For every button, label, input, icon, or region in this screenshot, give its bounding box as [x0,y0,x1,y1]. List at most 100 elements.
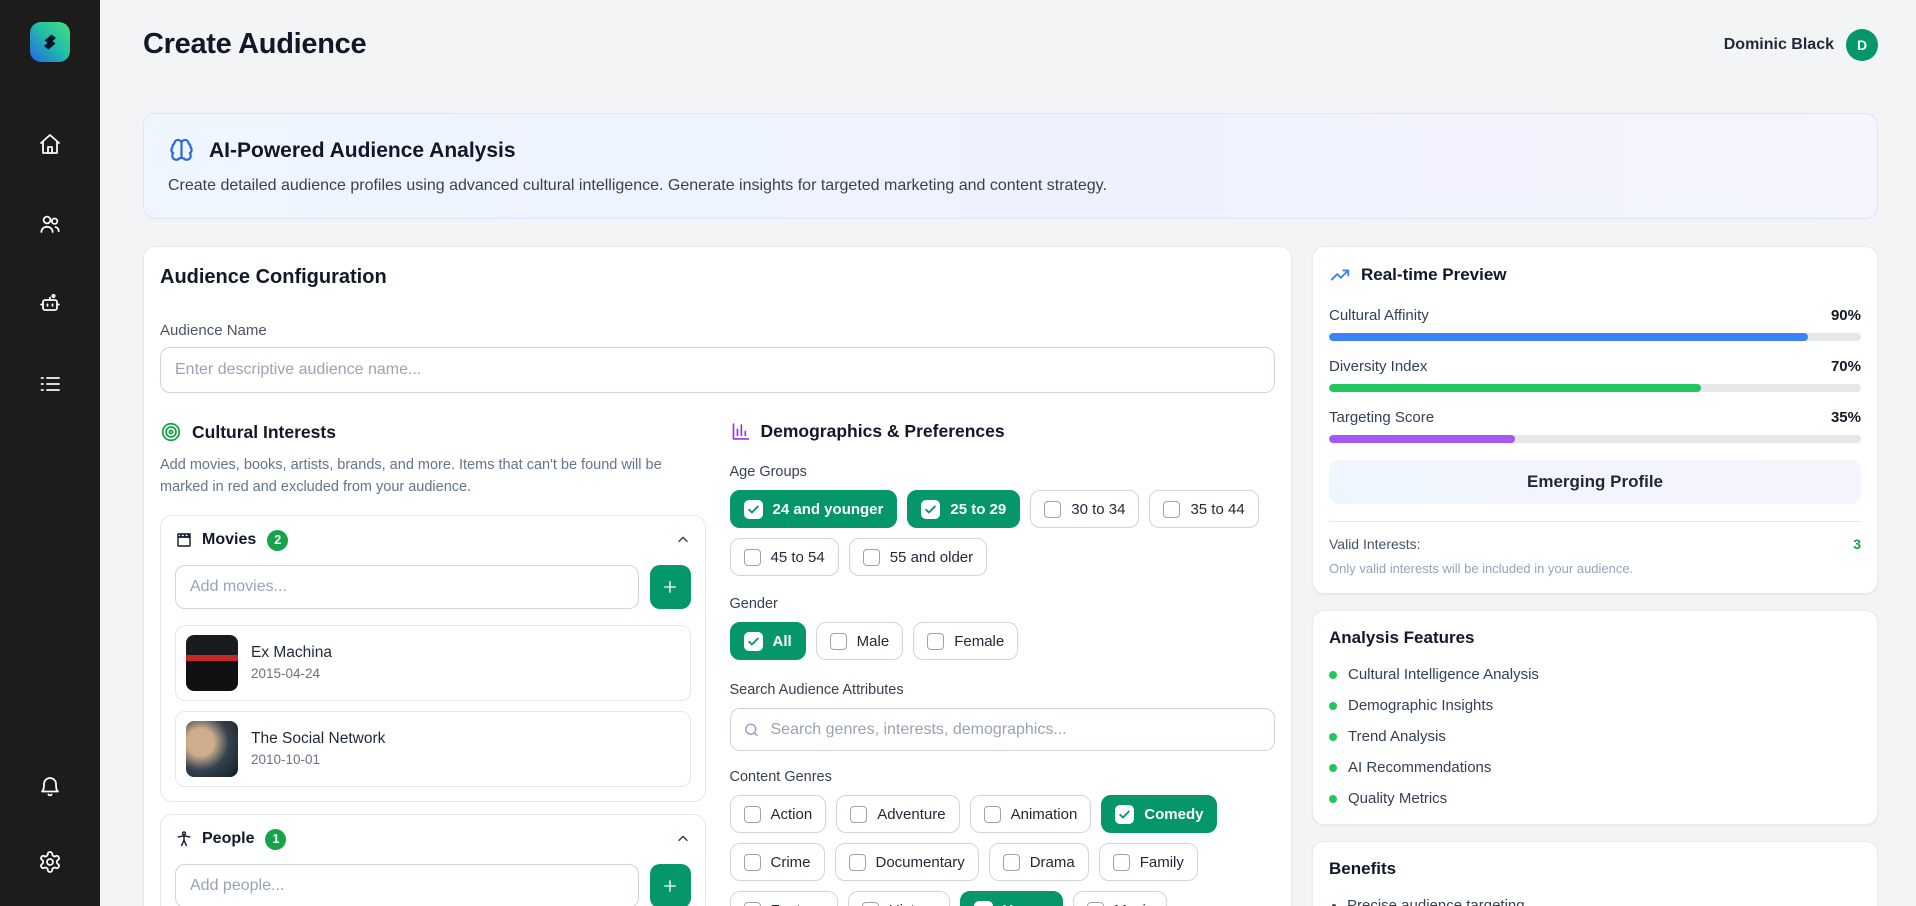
demographics-column: Demographics & Preferences Age Groups 24… [729,421,1276,906]
genre-option-family[interactable]: Family [1098,843,1198,881]
genre-option-comedy[interactable]: Comedy [1101,795,1218,833]
bullet-dot-icon [1329,670,1337,679]
option-label: 25 to 29 [950,500,1007,518]
option-label: History [889,902,936,906]
plus-icon [664,879,676,892]
bullet-dot-icon [1329,794,1337,803]
checkbox-unchecked-icon [927,632,945,650]
home-icon[interactable] [38,132,62,156]
add-person-button[interactable] [649,863,691,906]
list-icon[interactable] [38,372,62,396]
features-list: Cultural Intelligence Analysis Demograph… [1329,666,1861,807]
checkbox-unchecked-icon [1163,500,1181,518]
genre-option-fantasy[interactable]: Fantasy [729,891,838,906]
progress-track [1329,435,1861,443]
checkbox-unchecked-icon [743,901,761,906]
checkbox-unchecked-icon [861,901,879,906]
option-label: Action [770,805,813,823]
banner-description: Create detailed audience profiles using … [168,177,1107,194]
checkbox-checked-icon [973,900,993,906]
add-movie-button[interactable] [649,564,691,609]
app-logo[interactable] [30,22,70,62]
age-option-30-to-34[interactable]: 30 to 34 [1030,490,1140,528]
chevron-up-icon[interactable] [675,532,691,548]
age-option-25-to-29[interactable]: 25 to 29 [907,490,1021,528]
add-movies-input[interactable] [175,564,639,609]
feature-label: Quality Metrics [1348,790,1448,807]
age-option-35-to-44[interactable]: 35 to 44 [1149,490,1259,528]
realtime-preview-card: Real-time Preview Cultural Affinity 90% … [1312,246,1878,594]
genre-option-crime[interactable]: Crime [729,843,825,881]
genre-option-adventure[interactable]: Adventure [836,795,960,833]
gender-option-male[interactable]: Male [815,622,904,660]
benefits-card: Benefits Precise audience targeting Cult… [1312,841,1878,906]
option-label: 45 to 54 [770,548,825,566]
benefits-title: Benefits [1329,859,1397,878]
genre-option-action[interactable]: Action [729,795,827,833]
movies-list: Ex Machina 2015-04-24 The Social Network… [175,624,691,787]
age-option-55-and-older[interactable]: 55 and older [848,538,988,576]
checkbox-unchecked-icon [829,632,847,650]
trending-up-icon [1329,264,1351,286]
gender-option-female[interactable]: Female [913,622,1019,660]
metric-targeting-score: Targeting Score 35% [1329,409,1861,443]
age-groups-row-2: 45 to 54 55 and older [729,538,1276,576]
search-field [729,708,1275,751]
cultural-interests-column: Cultural Interests Add movies, books, ar… [160,421,706,906]
audience-name-label: Audience Name [160,322,267,339]
people-group-header[interactable]: People 1 [175,828,691,850]
checkbox-unchecked-icon [743,548,761,566]
gender-option-all[interactable]: All [729,622,806,660]
add-people-input[interactable] [175,863,639,906]
user-menu[interactable]: Dominic Black D [1724,28,1878,61]
checkbox-unchecked-icon [983,805,1001,823]
valid-interests-label: Valid Interests: [1329,536,1421,552]
progress-fill [1329,333,1808,341]
option-label: Female [954,632,1005,650]
metric-cultural-affinity: Cultural Affinity 90% [1329,307,1861,341]
movies-group-header[interactable]: Movies 2 [175,529,691,551]
option-label: Documentary [875,853,965,871]
genre-option-drama[interactable]: Drama [988,843,1089,881]
genre-option-documentary[interactable]: Documentary [834,843,979,881]
progress-track [1329,333,1861,341]
search-icon [743,721,760,738]
age-option-45-to-54[interactable]: 45 to 54 [729,538,839,576]
bot-icon[interactable] [38,292,62,316]
progress-fill [1329,435,1516,443]
config-title: Audience Configuration [160,266,387,288]
users-icon[interactable] [38,212,62,236]
bullet-dot-icon [1329,701,1337,710]
checkbox-unchecked-icon [743,805,761,823]
option-label: Horror [1003,902,1050,906]
audience-name-input[interactable] [160,347,1275,393]
cultural-interests-title: Cultural Interests [192,421,336,442]
checkbox-unchecked-icon [1002,853,1020,871]
checkbox-checked-icon [743,499,763,519]
age-option-24-and-younger[interactable]: 24 and younger [729,490,898,528]
genre-option-history[interactable]: History [847,891,950,906]
main-area: Create Audience Dominic Black D AI-Power… [100,0,1916,906]
avatar[interactable]: D [1846,28,1878,61]
option-label: 35 to 44 [1190,500,1245,518]
genre-option-animation[interactable]: Animation [969,795,1092,833]
page-header: Create Audience Dominic Black D [143,28,1878,61]
genres-row-2: Crime Documentary Drama Family [729,843,1276,881]
bell-icon[interactable] [38,774,62,798]
chevron-up-icon[interactable] [675,831,691,847]
checkbox-checked-icon [1115,804,1135,824]
search-attributes-input[interactable] [729,708,1275,751]
movie-date: 2015-04-24 [251,666,321,681]
brain-icon [168,137,195,164]
divider [1329,521,1861,522]
feature-item: Cultural Intelligence Analysis [1329,666,1861,683]
option-label: 55 and older [889,548,974,566]
checkbox-unchecked-icon [1044,500,1062,518]
metric-value: 70% [1830,358,1861,375]
content-genres-label: Content Genres [729,769,832,785]
genre-option-horror[interactable]: Horror [959,891,1064,906]
metric-label: Cultural Affinity [1329,307,1429,324]
option-label: Drama [1029,853,1075,871]
genre-option-music[interactable]: Music [1073,891,1168,906]
settings-icon[interactable] [38,850,62,874]
